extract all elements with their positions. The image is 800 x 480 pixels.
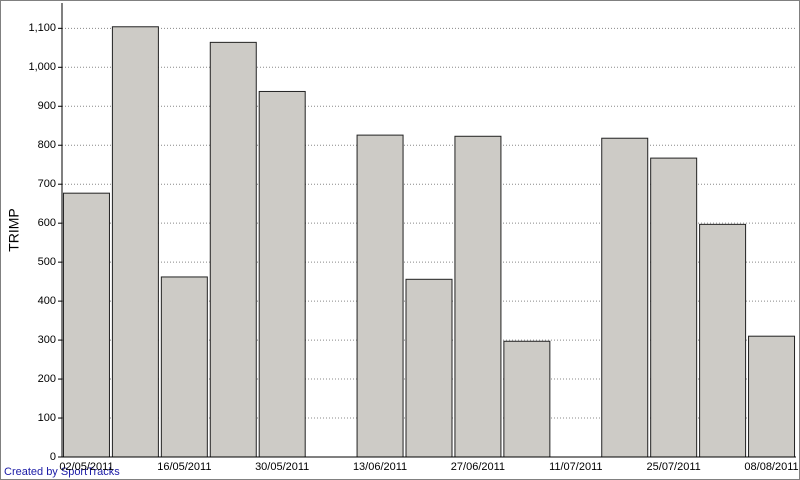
y-tick-label: 1,100 [28,22,56,34]
x-tick-label: 13/06/2011 [353,461,407,473]
y-tick-label: 800 [38,139,56,151]
y-tick-label: 500 [38,256,56,268]
x-tick-label: 25/07/2011 [647,461,701,473]
bar [258,90,306,458]
bar [454,135,502,458]
bar [748,335,796,458]
y-tick-label: 0 [50,451,56,463]
bar [62,192,110,458]
x-tick-label: 02/05/2011 [59,461,113,473]
y-tick-label: 200 [38,373,56,385]
bar [160,276,208,458]
bar [209,41,257,458]
x-tick-label: 08/08/2011 [744,461,798,473]
y-tick-label: 600 [38,217,56,229]
x-tick-label: 27/06/2011 [451,461,505,473]
y-tick-label: 1,000 [28,61,56,73]
y-tick-label: 900 [38,100,56,112]
x-tick-label: 11/07/2011 [549,461,602,473]
bar [699,223,747,458]
y-axis-label: TRIMP [6,208,22,252]
bar [356,134,404,458]
bar [405,278,453,458]
footer-link[interactable]: Created by SportTracks [4,466,120,478]
y-tick-label: 400 [38,295,56,307]
x-tick-label: 30/05/2011 [255,461,309,473]
y-tick-label: 300 [38,334,56,346]
bar [601,137,649,458]
bar [111,26,159,458]
x-tick-label: 16/05/2011 [157,461,211,473]
bar [650,157,698,458]
y-tick-label: 700 [38,178,56,190]
bar [503,340,551,458]
y-tick-label: 100 [38,412,56,424]
